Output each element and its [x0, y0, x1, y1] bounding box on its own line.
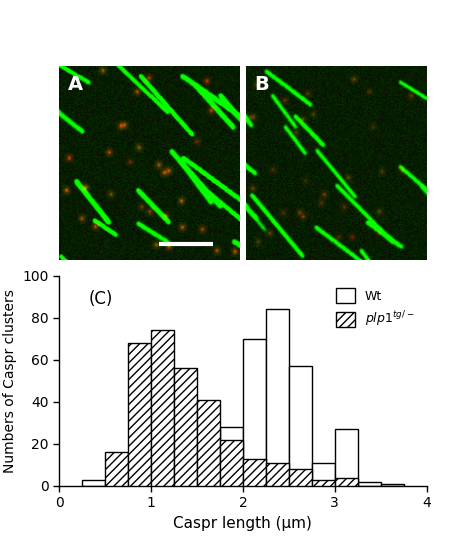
Bar — [220, 427, 243, 486]
Text: (C): (C) — [89, 290, 113, 308]
Bar — [312, 463, 335, 486]
Bar — [266, 463, 289, 486]
Bar — [243, 339, 266, 486]
Bar — [128, 343, 151, 486]
Y-axis label: Numbers of Caspr clusters: Numbers of Caspr clusters — [3, 289, 17, 473]
Bar — [197, 476, 220, 486]
Text: A: A — [68, 75, 83, 94]
Text: B: B — [255, 75, 269, 94]
Bar — [174, 368, 197, 486]
Bar — [289, 366, 312, 486]
Bar — [335, 429, 358, 486]
Bar — [243, 459, 266, 486]
Bar — [266, 310, 289, 486]
Bar — [312, 479, 335, 486]
Legend: Wt, $plp1^{tg/-}$: Wt, $plp1^{tg/-}$ — [329, 282, 420, 336]
Bar — [151, 330, 174, 486]
Bar — [381, 484, 404, 486]
Bar — [197, 400, 220, 486]
Bar — [220, 440, 243, 486]
Bar — [105, 452, 128, 486]
Bar — [289, 469, 312, 486]
Bar — [82, 479, 105, 486]
Bar — [335, 478, 358, 486]
Bar — [151, 461, 174, 486]
Bar — [358, 482, 381, 486]
X-axis label: Caspr length (μm): Caspr length (μm) — [173, 516, 312, 531]
